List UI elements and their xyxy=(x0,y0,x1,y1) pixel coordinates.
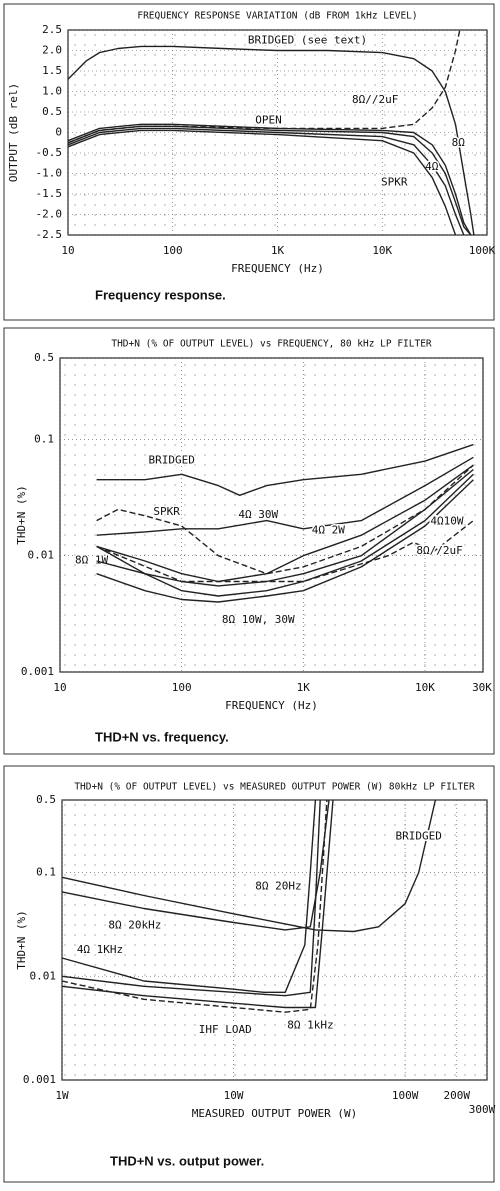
series-line xyxy=(61,799,328,1013)
chart-title: FREQUENCY RESPONSE VARIATION (dB FROM 1k… xyxy=(137,11,417,22)
chart-title: THD+N (% OF OUTPUT LEVEL) vs MEASURED OU… xyxy=(74,782,475,793)
x-tick-label: 10W xyxy=(224,1089,244,1102)
y-axis-label: THD+N (%) xyxy=(15,910,28,970)
series-line xyxy=(96,520,474,583)
series-label: 8Ω 20kHz xyxy=(108,918,161,931)
series-line xyxy=(96,464,474,583)
y-axis-label: THD+N (%) xyxy=(15,485,28,545)
chart-title: THD+N (% OF OUTPUT LEVEL) vs FREQUENCY, … xyxy=(111,339,432,350)
series-line xyxy=(61,799,317,993)
series-label: 8Ω 20Hz xyxy=(255,880,301,893)
x-tick-label: 10 xyxy=(61,244,74,257)
series-line xyxy=(61,799,321,997)
series-label: SPKR xyxy=(153,505,180,518)
series-label: BRIDGED (see text) xyxy=(248,34,367,47)
series-line xyxy=(67,125,472,236)
series-label: 8Ω//2uF xyxy=(352,93,398,106)
y-tick-label: -0.5 xyxy=(36,146,63,159)
x-tick-label: 1K xyxy=(297,681,311,694)
x-tick-label: 100K xyxy=(469,244,496,257)
x-tick-label: 200W xyxy=(444,1089,471,1102)
series-label: SPKR xyxy=(381,176,408,189)
y-tick-label: 0.001 xyxy=(21,665,54,678)
caption: Frequency response. xyxy=(95,287,226,302)
series-label: 8Ω 1W xyxy=(75,553,108,566)
series-line xyxy=(96,479,474,603)
x-tick-label: 10K xyxy=(415,681,435,694)
y-tick-label: -1.0 xyxy=(36,167,63,180)
x-tick-label: 1K xyxy=(271,244,285,257)
series-label: 4Ω 30W xyxy=(238,508,278,521)
series-label: IHF LOAD xyxy=(199,1023,252,1036)
series-label: 8Ω//2uF xyxy=(416,544,462,557)
x-axis-label: MEASURED OUTPUT POWER (W) xyxy=(192,1107,358,1120)
y-tick-label: -1.5 xyxy=(36,187,63,200)
y-tick-label: 0.1 xyxy=(34,432,54,445)
y-tick-label: 0.1 xyxy=(36,866,56,879)
series-label: 4Ω 2W xyxy=(312,524,345,537)
x-tick-label: 100 xyxy=(172,681,192,694)
y-tick-label: 0.01 xyxy=(30,969,57,982)
caption: THD+N vs. frequency. xyxy=(95,729,229,744)
x-axis-label: FREQUENCY (Hz) xyxy=(231,262,324,275)
plot-area xyxy=(59,357,484,673)
series-line xyxy=(61,799,334,1009)
series-line xyxy=(67,123,472,236)
x-axis-label: FREQUENCY (Hz) xyxy=(225,699,318,712)
y-tick-label: 0.5 xyxy=(34,351,54,364)
x-tick-label: 100W xyxy=(392,1089,419,1102)
y-tick-label: 0.01 xyxy=(28,549,55,562)
x-tick-label: 10 xyxy=(53,681,66,694)
y-tick-label: 0.5 xyxy=(36,793,56,806)
series-label: 8Ω 10W, 30W xyxy=(222,613,295,626)
series-label: BRIDGED xyxy=(148,453,194,466)
series-label: 4Ω 1KHz xyxy=(77,943,123,956)
series-label: BRIDGED xyxy=(396,830,442,843)
y-tick-label: 2.5 xyxy=(42,23,62,36)
y-tick-label: -2.0 xyxy=(36,208,63,221)
series-label: 8Ω 1kHz xyxy=(287,1018,333,1031)
series-label: 4Ω xyxy=(425,160,439,173)
y-axis-label: OUTPUT (dB rel) xyxy=(7,83,20,182)
series-line xyxy=(96,443,474,496)
y-tick-label: 1.5 xyxy=(42,64,62,77)
series-line xyxy=(67,45,475,236)
x-tick-label: 30K xyxy=(472,681,492,694)
series-label: OPEN xyxy=(255,113,282,126)
series-line xyxy=(67,29,461,144)
series-line xyxy=(96,464,474,575)
x-tick-label: 300W xyxy=(469,1103,496,1116)
y-tick-label: 2.0 xyxy=(42,44,62,57)
series-line xyxy=(96,456,474,536)
x-tick-label: 10K xyxy=(372,244,392,257)
y-tick-label: 0 xyxy=(55,126,62,139)
series-label: 4Ω10W xyxy=(430,514,463,527)
series-line xyxy=(67,129,457,236)
series-line xyxy=(61,799,437,933)
y-tick-label: -2.5 xyxy=(36,228,63,241)
x-tick-label: 100 xyxy=(163,244,183,257)
series-line xyxy=(61,799,330,931)
caption: THD+N vs. output power. xyxy=(110,1153,264,1168)
y-tick-label: 0.5 xyxy=(42,105,62,118)
series-line xyxy=(96,473,474,597)
y-tick-label: 0.001 xyxy=(23,1073,56,1086)
series-label: 8Ω xyxy=(452,136,466,149)
series-line xyxy=(67,127,465,236)
series-line xyxy=(96,468,474,587)
y-tick-label: 1.0 xyxy=(42,85,62,98)
x-tick-label: 1W xyxy=(55,1089,69,1102)
